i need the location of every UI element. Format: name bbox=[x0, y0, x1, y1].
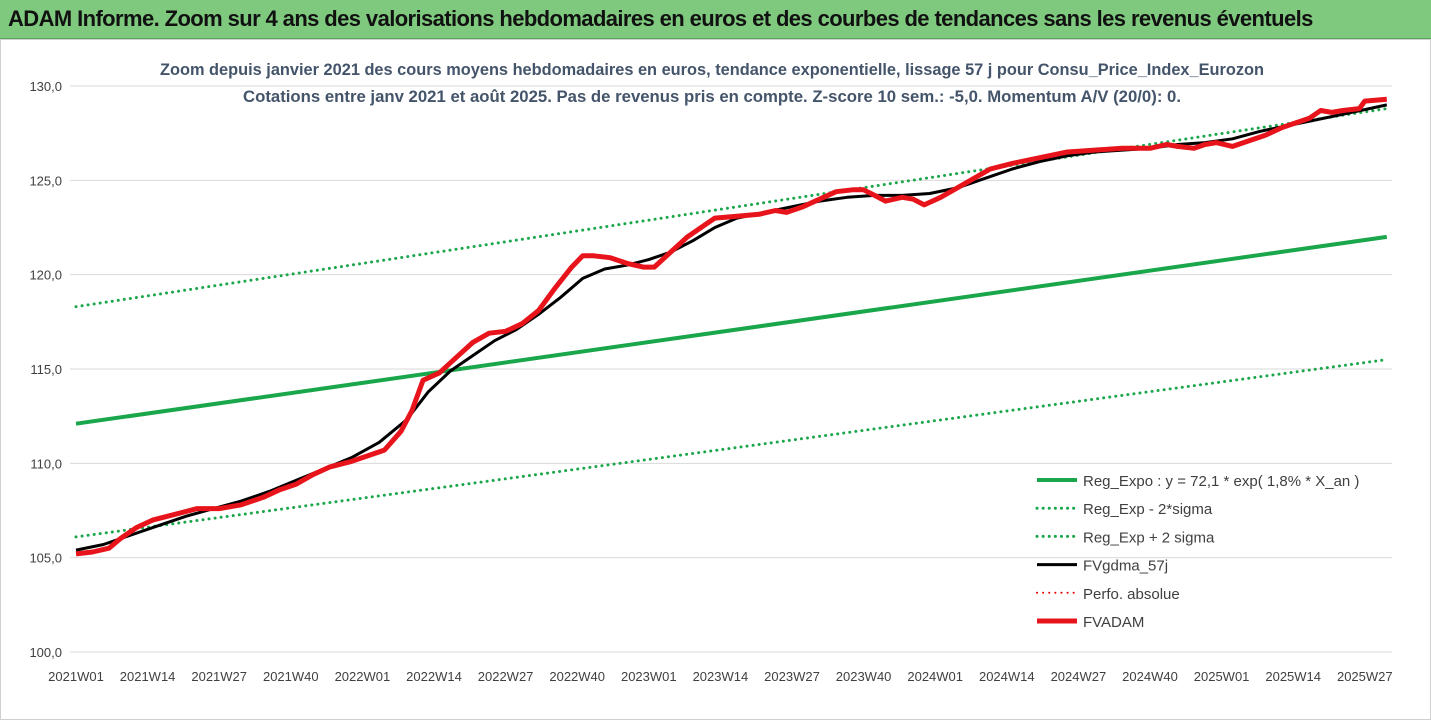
x-tick-label: 2021W01 bbox=[48, 669, 104, 684]
y-axis: 100,0 105,0 110,0 115,0 120,0 125,0 130,0 bbox=[29, 79, 62, 660]
x-tick-label: 2023W27 bbox=[764, 669, 820, 684]
series-group bbox=[74, 96, 1389, 557]
legend-label: Reg_Exp - 2*sigma bbox=[1083, 501, 1213, 518]
legend-label: Perfo. absolue bbox=[1083, 586, 1180, 603]
y-tick-label: 130,0 bbox=[29, 79, 62, 94]
chart-border bbox=[0, 39, 1431, 720]
x-tick-label: 2025W14 bbox=[1265, 669, 1321, 684]
legend-label: FVADAM bbox=[1083, 614, 1144, 631]
banner-title: ADAM Informe. Zoom sur 4 ans des valoris… bbox=[8, 6, 1313, 31]
x-tick-label: 2024W27 bbox=[1051, 669, 1107, 684]
x-tick-label: 2021W27 bbox=[191, 669, 247, 684]
chart-subtitle: Cotations entre janv 2021 et août 2025. … bbox=[243, 87, 1181, 106]
y-tick-label: 120,0 bbox=[29, 268, 62, 283]
legend-label: Reg_Exp + 2 sigma bbox=[1083, 529, 1215, 546]
x-tick-label: 2021W40 bbox=[263, 669, 319, 684]
x-tick-label: 2023W01 bbox=[621, 669, 677, 684]
x-tick-label: 2022W27 bbox=[478, 669, 534, 684]
series-line-2 bbox=[74, 107, 1389, 309]
x-tick-label: 2024W40 bbox=[1122, 669, 1178, 684]
line-chart: Zoom depuis janvier 2021 des cours moyen… bbox=[0, 39, 1431, 720]
y-tick-label: 125,0 bbox=[29, 173, 62, 188]
y-tick-label: 100,0 bbox=[29, 645, 62, 660]
x-tick-label: 2025W01 bbox=[1194, 669, 1250, 684]
x-tick-label: 2023W14 bbox=[693, 669, 749, 684]
header-banner: ADAM Informe. Zoom sur 4 ans des valoris… bbox=[0, 0, 1431, 39]
x-tick-label: 2023W40 bbox=[836, 669, 892, 684]
series-line-0 bbox=[75, 234, 1388, 426]
legend-label: Reg_Expo : y = 72,1 * exp( 1,8% * X_an ) bbox=[1083, 473, 1359, 490]
x-tick-label: 2022W01 bbox=[335, 669, 391, 684]
grid-lines bbox=[70, 85, 1392, 653]
x-tick-label: 2024W01 bbox=[907, 669, 963, 684]
x-tick-label: 2024W14 bbox=[979, 669, 1035, 684]
series-line-1 bbox=[74, 358, 1389, 539]
chart-area: Zoom depuis janvier 2021 des cours moyen… bbox=[0, 39, 1431, 720]
x-tick-label: 2021W14 bbox=[120, 669, 176, 684]
legend: Reg_Expo : y = 72,1 * exp( 1,8% * X_an )… bbox=[1035, 473, 1359, 631]
x-tick-label: 2022W40 bbox=[549, 669, 605, 684]
chart-title: Zoom depuis janvier 2021 des cours moyen… bbox=[160, 60, 1264, 79]
x-tick-label: 2025W27 bbox=[1337, 669, 1393, 684]
x-axis: 2021W01 2021W14 2021W27 2021W40 2022W01 2022W… bbox=[48, 669, 1392, 684]
legend-label: FVgdma_57j bbox=[1083, 558, 1168, 575]
y-tick-label: 105,0 bbox=[29, 551, 62, 566]
series-line-5 bbox=[75, 96, 1388, 557]
x-tick-label: 2022W14 bbox=[406, 669, 462, 684]
y-tick-label: 110,0 bbox=[30, 456, 62, 471]
y-tick-label: 115,0 bbox=[30, 362, 62, 377]
